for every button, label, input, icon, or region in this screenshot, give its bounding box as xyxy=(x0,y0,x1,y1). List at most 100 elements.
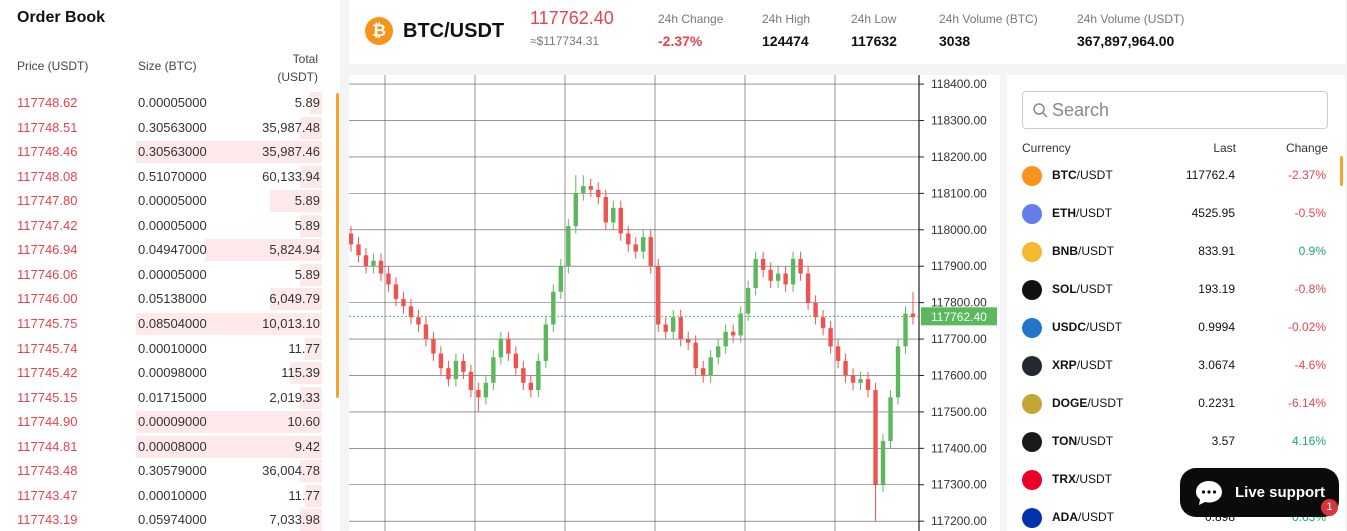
candle-body xyxy=(880,441,886,485)
pair-name: BNB/USDT xyxy=(1052,244,1114,258)
total-cell: 115.39 xyxy=(281,365,320,381)
scrollbar[interactable] xyxy=(336,93,339,398)
y-tick-label: 117700.00 xyxy=(931,332,987,346)
pair-name: TRX/USDT xyxy=(1052,472,1112,486)
candle-body xyxy=(521,368,526,383)
price-cell: 117746.00 xyxy=(17,291,78,307)
candle-body xyxy=(843,360,848,376)
coin-icon xyxy=(1022,242,1042,262)
depth-bar xyxy=(136,141,322,164)
search-box[interactable]: Search xyxy=(1022,91,1328,129)
y-tick-label: 117600.00 xyxy=(931,368,987,382)
total-cell: 2,019.33 xyxy=(269,389,320,405)
column-header: Currency xyxy=(1022,141,1071,155)
change: -0.02% xyxy=(1287,320,1326,334)
pair-name: SOL/USDT xyxy=(1052,282,1113,296)
candle-body xyxy=(513,353,519,369)
change: -6.14% xyxy=(1287,396,1326,410)
btc-icon: ₿ xyxy=(365,17,393,45)
candle-body xyxy=(468,371,474,391)
pair-quote: /USDT xyxy=(1076,358,1113,372)
candle-body xyxy=(596,189,601,198)
coin-icon xyxy=(1022,470,1042,490)
last-price-tag xyxy=(921,307,997,326)
size-cell: 0.08504000 xyxy=(138,315,207,331)
last-price: 833.91 xyxy=(1198,244,1235,258)
last-price: 0.2231 xyxy=(1198,396,1235,410)
pair-base: BNB xyxy=(1052,244,1078,258)
total-cell: 9.42 xyxy=(294,438,320,454)
pair-quote: /USDT xyxy=(1087,396,1124,410)
candle-body xyxy=(828,328,833,347)
candle-body xyxy=(648,237,653,267)
coin-icon xyxy=(1022,356,1042,376)
column-header: Last xyxy=(1213,141,1236,155)
order-book-panel: Order Book Price (USDT) Size (BTC) Total… xyxy=(0,0,340,531)
size-cell: 0.04947000 xyxy=(138,242,207,258)
scrollbar[interactable] xyxy=(1340,156,1343,186)
size-cell: 0.00010000 xyxy=(138,487,207,503)
size-cell: 0.01715000 xyxy=(138,389,207,405)
change: -0.5% xyxy=(1294,206,1326,220)
total-cell: 60,133.94 xyxy=(262,168,320,184)
total-cell: 5.89 xyxy=(294,95,320,110)
change: 4.16% xyxy=(1291,434,1326,448)
size-cell: 0.00010000 xyxy=(138,340,207,356)
depth-bar xyxy=(300,214,322,237)
candle-body xyxy=(438,353,444,369)
size-cell: 0.00098000 xyxy=(138,365,207,381)
search-placeholder: Search xyxy=(1052,100,1110,120)
candle-body xyxy=(641,237,646,252)
pair-base: TON xyxy=(1052,434,1078,448)
candle-body xyxy=(700,368,706,376)
change: -0.8% xyxy=(1294,282,1326,296)
candle-body xyxy=(536,360,541,391)
size-cell: 0.51070000 xyxy=(138,168,207,184)
total-cell: 5.89 xyxy=(294,217,320,233)
candle-body xyxy=(790,258,796,285)
pair-quote: /USDT xyxy=(1076,206,1112,220)
candle-body xyxy=(708,357,713,376)
price-cell: 117745.74 xyxy=(17,340,78,356)
coin-icon xyxy=(1022,432,1042,452)
candle-body xyxy=(626,233,631,245)
candle-body xyxy=(760,258,766,270)
depth-bar xyxy=(290,362,322,385)
price-cell: 117747.80 xyxy=(17,193,78,209)
depth-bar xyxy=(136,312,322,335)
candle-body xyxy=(363,255,369,267)
candle-body xyxy=(453,360,459,380)
candle-body xyxy=(775,273,781,281)
pair-quote: /USDT xyxy=(1086,320,1123,334)
market-panel: Search Currency Last Change BTC/USDT 1177… xyxy=(1007,75,1345,531)
total-cell: 11.77 xyxy=(288,487,320,503)
price-cell: 117745.15 xyxy=(17,389,78,405)
pair-quote: /USDT xyxy=(1078,244,1114,258)
price-cell: 117744.81 xyxy=(17,438,78,454)
pair-name: ADA/USDT xyxy=(1052,510,1114,524)
candle-body xyxy=(558,266,564,292)
candle-body xyxy=(378,260,384,274)
price-cell: 117746.94 xyxy=(17,242,78,258)
pair-base: ETH xyxy=(1052,206,1076,220)
candle-body xyxy=(723,331,728,347)
chat-icon xyxy=(1196,481,1222,505)
stat-label: 24h Volume (BTC) xyxy=(939,12,1038,26)
stat-value: 367,897,964.00 xyxy=(1077,33,1175,49)
live-support-button[interactable]: Live support 1 xyxy=(1180,468,1339,517)
price-cell: 117748.46 xyxy=(17,144,78,160)
pair-name: XRP/USDT xyxy=(1052,358,1113,372)
total-cell: 35,987.48 xyxy=(262,119,320,135)
total-cell: 5.89 xyxy=(294,266,320,282)
candle-body xyxy=(551,291,556,325)
candle-body xyxy=(476,390,481,398)
candle-body xyxy=(581,186,586,194)
change: -4.6% xyxy=(1294,358,1326,372)
column-header: Total (USDT) xyxy=(277,52,318,84)
last-price: 3.57 xyxy=(1211,434,1235,448)
candle-body xyxy=(349,233,354,245)
depth-bar xyxy=(300,460,322,483)
y-tick-label: 118400.00 xyxy=(931,77,987,91)
pair-base: SOL xyxy=(1052,282,1077,296)
candle-body xyxy=(408,306,414,318)
